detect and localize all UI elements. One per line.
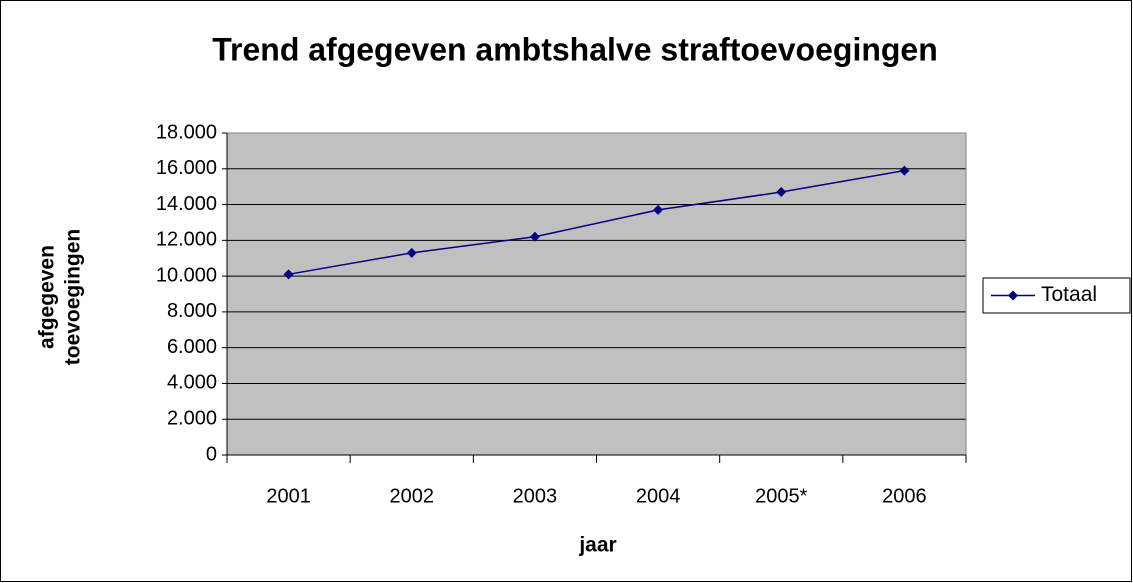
series-line: [288, 169, 905, 276]
x-tick-label: 2004: [636, 485, 681, 507]
y-tick-label: 10.000: [156, 264, 217, 286]
x-tick-label: 2002: [390, 485, 435, 507]
marker: [776, 187, 787, 198]
chart-title: Trend afgegeven ambtshalve straftoevoegi…: [212, 31, 938, 67]
y-tick-label: 4.000: [167, 372, 217, 394]
x-tick-label: 2005*: [755, 485, 807, 507]
marker: [1008, 290, 1018, 301]
legend: Totaal: [982, 277, 1131, 314]
marker: [283, 269, 294, 280]
y-tick-label: 8.000: [167, 300, 217, 322]
x-tick-label: 2003: [513, 485, 558, 507]
y-axis-label-line: toevoegingen: [62, 229, 85, 366]
y-tick-label: 12.000: [156, 229, 217, 251]
marker: [899, 165, 910, 176]
x-tick-label: 2001: [266, 485, 311, 507]
y-tick-label: 14.000: [156, 193, 217, 215]
y-axis-label-line: afgegeven: [36, 245, 59, 349]
x-axis-label: jaar: [578, 534, 616, 557]
x-tick-label: 2006: [882, 485, 927, 507]
marker: [529, 231, 540, 242]
y-tick-label: 0: [206, 443, 217, 465]
marker: [406, 247, 417, 258]
y-tick-label: 2.000: [167, 408, 217, 430]
legend-label: Totaal: [1041, 283, 1097, 306]
marker: [653, 204, 664, 215]
y-tick-label: 6.000: [167, 336, 217, 358]
y-tick-label: 18.000: [156, 121, 217, 143]
y-tick-label: 16.000: [156, 157, 217, 179]
y-axis-label: afgegeven toevoegingen: [36, 229, 85, 366]
plot-area: [227, 133, 966, 455]
